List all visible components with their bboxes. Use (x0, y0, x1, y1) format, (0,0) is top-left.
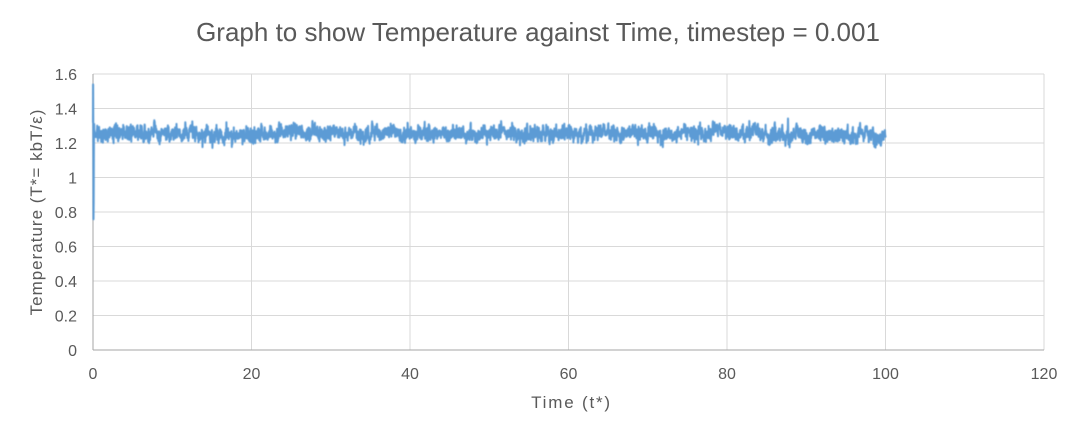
svg-text:Time (t*): Time (t*) (531, 393, 612, 412)
svg-text:20: 20 (243, 366, 261, 383)
svg-text:80: 80 (718, 366, 736, 383)
svg-text:40: 40 (401, 366, 419, 383)
svg-text:1.6: 1.6 (55, 67, 77, 84)
svg-text:1: 1 (68, 170, 77, 187)
svg-text:1.2: 1.2 (55, 136, 77, 153)
svg-text:0: 0 (68, 343, 77, 360)
svg-text:Temperature (T*= kbT/ε): Temperature (T*= kbT/ε) (27, 109, 46, 316)
svg-text:0.2: 0.2 (55, 308, 77, 325)
svg-text:Graph to show Temperature agai: Graph to show Temperature against Time, … (196, 17, 880, 47)
svg-text:1.4: 1.4 (55, 101, 77, 118)
svg-text:0: 0 (89, 366, 98, 383)
svg-text:60: 60 (560, 366, 578, 383)
svg-text:100: 100 (872, 366, 899, 383)
svg-text:0.8: 0.8 (55, 205, 77, 222)
svg-text:0.6: 0.6 (55, 239, 77, 256)
svg-text:0.4: 0.4 (55, 274, 77, 291)
svg-text:120: 120 (1031, 366, 1058, 383)
